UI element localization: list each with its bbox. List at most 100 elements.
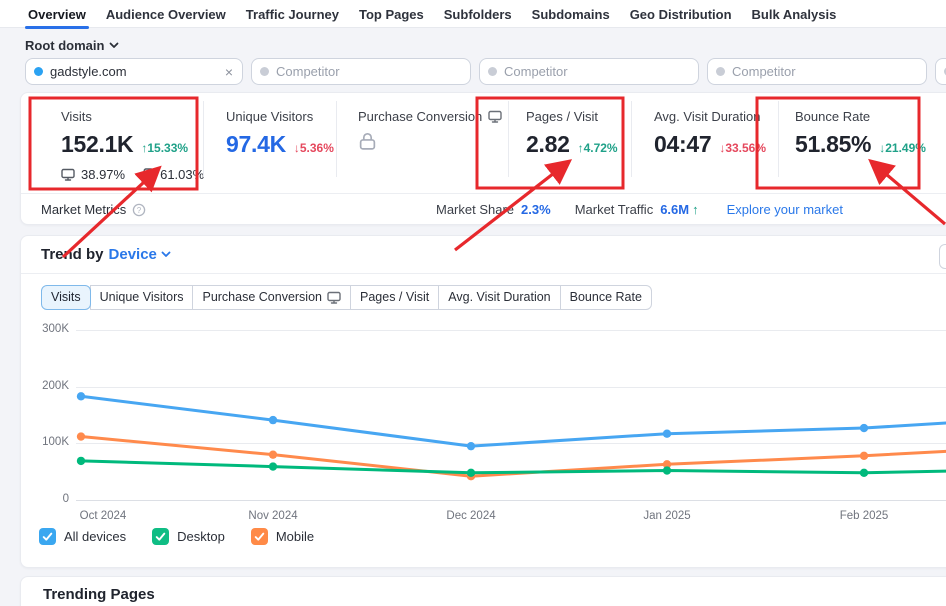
checkbox-checked-icon[interactable] [39, 528, 56, 545]
chart-tab-label: Pages / Visit [360, 290, 430, 304]
legend-item-desktop[interactable]: Desktop [152, 528, 225, 545]
metric-value: 04:47 [654, 131, 712, 157]
nav-tab-audience-overview[interactable]: Audience Overview [105, 7, 226, 22]
clear-input-icon[interactable]: × [224, 63, 233, 80]
domain-dot-icon [488, 67, 497, 76]
metric-label-text: Bounce Rate [795, 109, 871, 124]
svg-text:?: ? [137, 206, 142, 215]
competitor-input-3[interactable]: Competitor [707, 58, 927, 85]
nav-tab-overview[interactable]: Overview [25, 0, 89, 29]
lock-icon [358, 132, 502, 156]
data-point[interactable] [268, 415, 278, 425]
market-share-value[interactable]: 2.3% [521, 202, 551, 217]
metric-label: Purchase Conversion [358, 109, 502, 124]
y-axis-tick-label: 100K [42, 436, 69, 449]
market-metrics-row: Market Metrics ? Market Share 2.3% Marke… [21, 193, 946, 225]
nav-tab-geo-distribution[interactable]: Geo Distribution [629, 7, 732, 22]
chart-tab-pages-visit[interactable]: Pages / Visit [350, 285, 440, 310]
x-axis-tick-label: Jan 2025 [643, 510, 691, 522]
trend-title-prefix: Trend by [41, 246, 104, 263]
metric-bounce-rate: Bounce Rate 51.85% ↓21.49% [795, 109, 926, 158]
data-point[interactable] [466, 468, 476, 477]
main-domain-input[interactable]: gadstyle.com × [25, 58, 243, 85]
metric-label: Unique Visitors [226, 109, 334, 124]
chart-legend: All devices Desktop Mobile [39, 528, 340, 545]
legend-label: Desktop [177, 529, 225, 544]
top-nav-tabs: Overview Audience Overview Traffic Journey… [0, 0, 946, 29]
nav-tab-top-pages[interactable]: Top Pages [358, 7, 424, 22]
domain-dot-icon [34, 67, 43, 76]
metric-label: Avg. Visit Duration [654, 109, 766, 124]
metric-value: 152.1K [61, 131, 134, 157]
trend-by-device-card: Trend by Device Visits Unique Visitors Pur… [20, 235, 946, 568]
checkbox-checked-icon[interactable] [152, 528, 170, 545]
chart-tab-purchase-conversion[interactable]: Purchase Conversion [192, 285, 351, 310]
data-point[interactable] [662, 429, 672, 438]
metric-pages-visit: Pages / Visit 2.82 ↑4.72% [526, 109, 618, 158]
divider [21, 273, 946, 274]
trend-header-partial-button[interactable] [939, 244, 946, 269]
chart-tab-avg-visit-duration[interactable]: Avg. Visit Duration [438, 285, 561, 310]
nav-tab-bulk-analysis[interactable]: Bulk Analysis [751, 7, 837, 22]
data-point[interactable] [662, 460, 672, 469]
gridline-300K [76, 330, 946, 331]
market-traffic-value[interactable]: 6.6M [660, 202, 690, 217]
metrics-card: Visits 152.1K ↑15.33% 38.97% 61.03% Unique Vi… [20, 92, 946, 225]
legend-label: All devices [64, 529, 127, 544]
scope-selector-dropdown[interactable]: Root domain [25, 36, 119, 54]
divider [631, 101, 632, 177]
checkbox-checked-icon[interactable] [250, 528, 268, 545]
data-point[interactable] [859, 451, 869, 460]
divider [336, 101, 337, 177]
data-point[interactable] [268, 462, 278, 471]
gridline-100K [76, 443, 946, 445]
nav-tab-subfolders[interactable]: Subfolders [443, 7, 512, 22]
competitor-input-1[interactable]: Competitor [251, 58, 471, 85]
x-axis-tick-label: Dec 2024 [446, 510, 496, 522]
market-metrics-title: Market Metrics ? [41, 202, 146, 217]
trend-dimension-label: Device [108, 246, 157, 263]
chart-tab-unique-visitors[interactable]: Unique Visitors [89, 285, 194, 310]
metric-delta: ↓21.49% [879, 141, 926, 155]
chevron-down-icon [109, 42, 119, 49]
explore-market-link[interactable]: Explore your market [726, 202, 843, 217]
metric-unique-visitors: Unique Visitors 97.4K ↓5.36% [226, 109, 334, 158]
data-point[interactable] [76, 432, 86, 441]
data-point[interactable] [76, 392, 86, 401]
trending-pages-title: Trending Pages [43, 586, 155, 603]
data-point[interactable] [859, 468, 869, 477]
chart-tab-label: Visits [51, 290, 81, 304]
device-split: 38.97% 61.03% [61, 167, 204, 182]
metric-value-row: 51.85% ↓21.49% [795, 131, 926, 158]
domain-dot-icon [260, 67, 269, 76]
series-line-all-devices [79, 394, 946, 448]
divider [778, 101, 779, 177]
nav-tab-subdomains[interactable]: Subdomains [531, 7, 610, 22]
x-axis-tick-label: Nov 2024 [248, 510, 298, 522]
metric-purchase-conversion: Purchase Conversion [358, 109, 502, 156]
data-point[interactable] [662, 466, 672, 475]
legend-item-all-devices[interactable]: All devices [39, 528, 126, 545]
metric-label-text: Unique Visitors [226, 109, 314, 124]
gridline-200K [76, 386, 946, 388]
metric-label: Visits [61, 109, 204, 124]
nav-tab-traffic-journey[interactable]: Traffic Journey [245, 7, 339, 22]
data-point[interactable] [859, 423, 869, 433]
metric-label-text: Pages / Visit [526, 109, 599, 124]
trend-dimension-dropdown[interactable]: Device [109, 246, 171, 263]
domain-input-value: gadstyle.com [50, 64, 127, 79]
data-point[interactable] [268, 450, 278, 459]
metric-value: 51.85% [795, 131, 872, 157]
market-metrics-label: Market Metrics [41, 202, 127, 217]
data-point[interactable] [466, 472, 476, 481]
competitor-input-2[interactable]: Competitor [479, 58, 699, 85]
data-point[interactable] [76, 456, 86, 466]
chart-metric-tabs: Visits Unique Visitors Purchase Conversion… [41, 285, 652, 310]
chart-tab-visits[interactable]: Visits [41, 285, 91, 310]
chart-tab-bounce-rate[interactable]: Bounce Rate [559, 285, 652, 310]
legend-item-mobile[interactable]: Mobile [250, 528, 314, 545]
domain-dot-icon [944, 67, 946, 76]
trend-title: Trend by Device [41, 246, 171, 263]
competitor-input-4[interactable] [935, 58, 946, 85]
